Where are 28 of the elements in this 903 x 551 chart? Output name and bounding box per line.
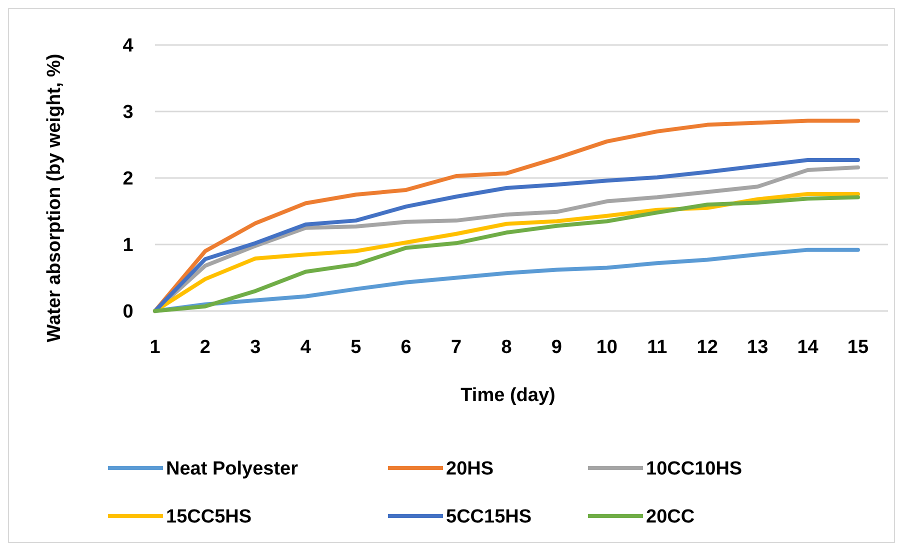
x-tick-label: 12	[696, 337, 718, 358]
legend-label: 5CC15HS	[446, 506, 532, 528]
y-tick-label: 4	[122, 36, 134, 57]
x-tick-label: 5	[350, 337, 362, 358]
x-tick-label: 13	[747, 337, 768, 358]
x-tick-label: 3	[250, 337, 261, 358]
x-axis-title: Time (day)	[460, 385, 556, 406]
x-tick-label: 14	[797, 337, 819, 358]
x-tick-label: 8	[501, 337, 512, 358]
x-tick-label: 9	[551, 337, 562, 358]
x-tick-label: 1	[150, 337, 161, 358]
x-tick-label: 15	[847, 337, 869, 358]
y-tick-label: 0	[122, 302, 134, 323]
y-tick-label: 2	[122, 168, 134, 190]
legend-label: 20CC	[646, 506, 695, 528]
x-tick-label: 6	[400, 337, 412, 358]
legend-label: 20HS	[446, 458, 494, 480]
legend-label: 10CC10HS	[646, 458, 742, 480]
y-tick-label: 1	[122, 235, 134, 256]
x-tick-label: 10	[596, 337, 618, 358]
x-tick-label: 4	[300, 337, 312, 358]
x-tick-label: 11	[647, 337, 668, 358]
legend-label: Neat Polyester	[166, 458, 299, 480]
legend-label: 15CC5HS	[166, 506, 252, 528]
y-axis-title: Water absorption (by weight, %)	[44, 54, 65, 342]
x-tick-label: 7	[450, 337, 462, 358]
y-tick-label: 3	[122, 102, 134, 124]
x-tick-label: 2	[200, 337, 211, 358]
